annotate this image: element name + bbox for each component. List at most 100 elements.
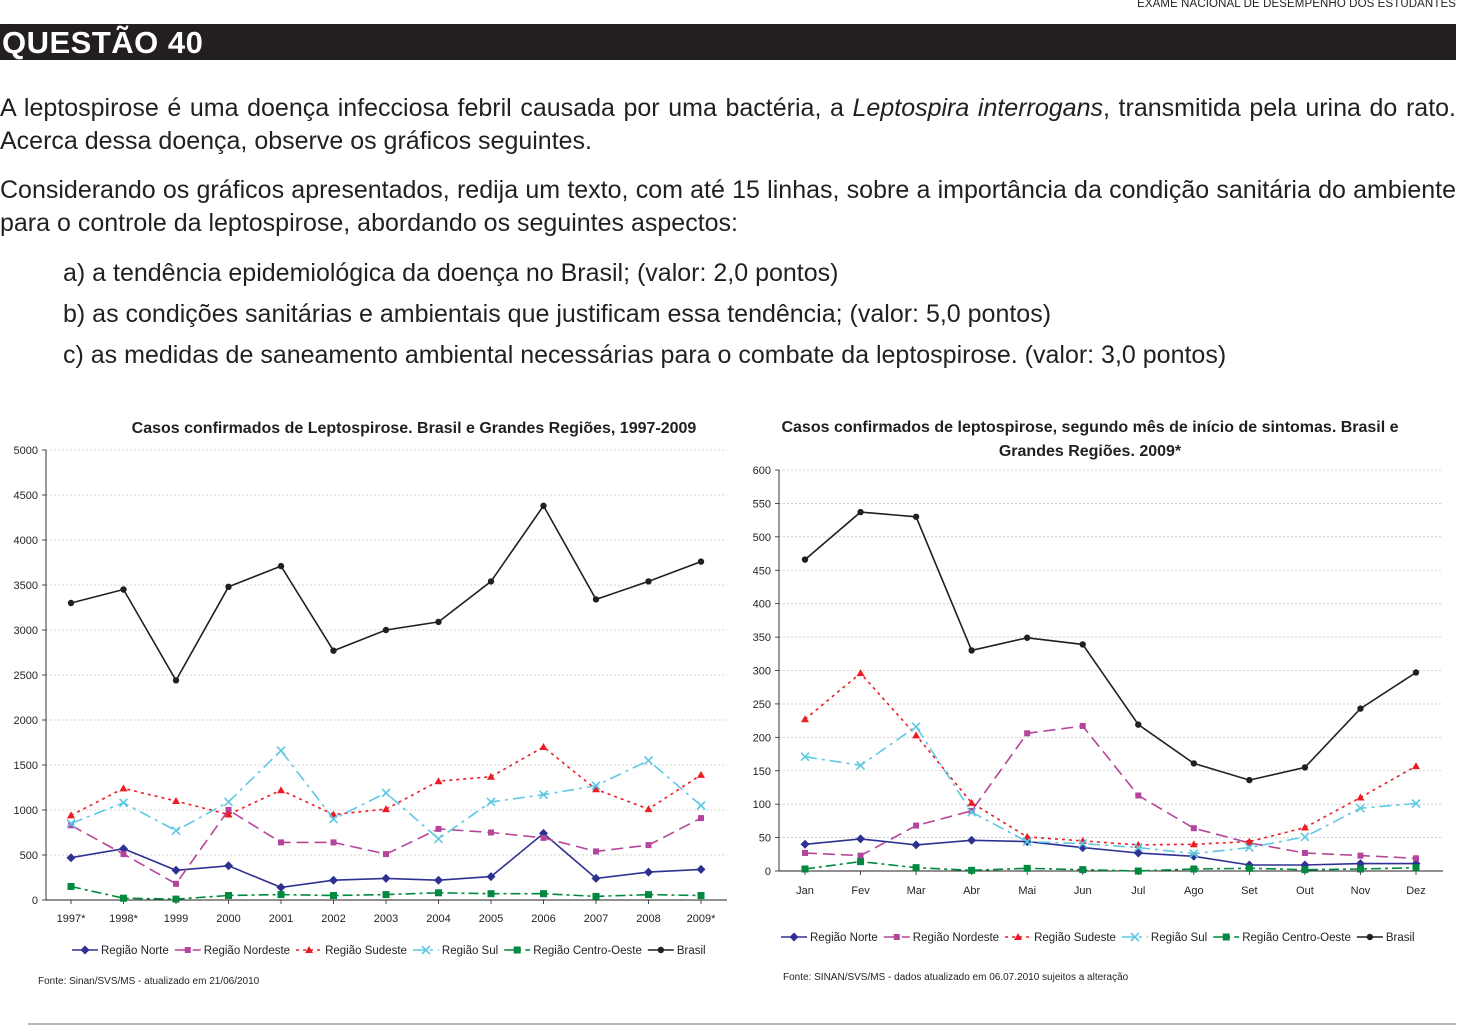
series-line	[804, 511, 1417, 781]
question-banner: QUESTÃO 40	[0, 24, 1456, 60]
legend-marker	[1014, 933, 1023, 940]
y-tick-label: 4500	[14, 490, 38, 502]
data-point	[1357, 705, 1364, 712]
intro-paragraph: A leptospirose é uma doença infecciosa f…	[0, 92, 1456, 158]
data-point	[120, 586, 127, 593]
chart-yearly-cases: Casos confirmados de Leptospirose. Brasi…	[14, 420, 727, 987]
data-point	[643, 755, 654, 766]
x-tick-label: Fev	[851, 885, 870, 897]
data-point	[1412, 762, 1420, 770]
chart-title: Casos confirmados de Leptospirose. Brasi…	[132, 420, 697, 437]
y-tick-label: 0	[765, 866, 771, 878]
legend-item-brasil: Brasil	[647, 945, 706, 957]
chart-source: Fonte: Sinan/SVS/MS - atualizado em 21/0…	[38, 976, 260, 987]
data-point	[539, 743, 548, 750]
data-point	[1135, 792, 1142, 799]
data-point	[173, 880, 179, 887]
chart-source: Fonte: SINAN/SVS/MS - dados atualizado e…	[783, 972, 1129, 983]
data-point	[857, 858, 865, 866]
series-brasil	[67, 502, 705, 684]
y-tick-label: 3500	[14, 580, 38, 592]
data-point	[172, 895, 180, 903]
x-tick-label: Nov	[1351, 885, 1371, 897]
data-point	[698, 815, 704, 822]
data-point	[382, 805, 390, 813]
data-point	[801, 715, 809, 723]
data-point	[488, 829, 494, 836]
data-point	[67, 599, 75, 607]
data-point	[223, 797, 234, 807]
data-point	[172, 677, 180, 684]
data-point	[1301, 849, 1308, 856]
y-tick-label: 0	[32, 895, 38, 907]
data-point	[1300, 823, 1309, 831]
x-tick-label: 1997*	[57, 913, 86, 925]
data-point	[593, 848, 599, 855]
y-tick-label: 2000	[14, 715, 38, 727]
data-point	[435, 825, 442, 832]
x-tick-label: Ago	[1184, 885, 1204, 897]
data-point	[855, 760, 866, 770]
x-tick-label: 2004	[426, 913, 450, 925]
x-tick-label: 2002	[321, 913, 345, 925]
data-point	[225, 892, 232, 899]
x-tick-label: Jun	[1074, 885, 1092, 897]
y-tick-label: 1500	[14, 760, 38, 772]
series-regiao-centro-oeste	[67, 883, 705, 903]
data-point	[1022, 837, 1032, 847]
data-point	[225, 583, 232, 590]
data-point	[1190, 825, 1197, 832]
data-point	[118, 798, 129, 808]
x-tick-label: Jan	[796, 885, 814, 897]
series-regiao-sudeste	[801, 669, 1420, 848]
data-point	[68, 822, 74, 829]
legend-item-regiao-nordeste: Região Nordeste	[883, 932, 999, 944]
data-point	[224, 861, 233, 871]
data-point	[968, 866, 976, 874]
data-point	[697, 558, 705, 565]
legend-marker	[513, 946, 521, 954]
exam-header: EXAME NACIONAL DE DESEMPENHO DOS ESTUDAN…	[1137, 0, 1456, 10]
data-point	[1134, 867, 1142, 875]
data-point	[592, 892, 600, 900]
x-tick-label: 2000	[216, 913, 240, 925]
legend-label: Região Nordeste	[204, 945, 290, 957]
data-point	[644, 805, 653, 813]
chart-legend: Região Norte Região Nordeste Região Sudest…	[72, 945, 706, 957]
data-point	[1190, 760, 1198, 767]
x-tick-label: 1999	[164, 913, 188, 925]
data-point	[591, 873, 601, 883]
data-point	[434, 875, 443, 885]
x-tick-label: Set	[1241, 885, 1258, 897]
series-regiao-centro-oeste	[801, 858, 1420, 875]
data-point	[172, 797, 180, 804]
intro-text: A leptospirose é uma doença infecciosa f…	[0, 94, 853, 122]
data-point	[383, 851, 389, 858]
y-tick-label: 50	[759, 833, 771, 845]
data-point	[225, 807, 232, 813]
data-point	[911, 722, 921, 732]
y-tick-label: 350	[753, 632, 771, 644]
data-point	[592, 596, 600, 603]
series-regiao-nordeste	[802, 722, 1419, 862]
legend-label: Região Norte	[101, 945, 169, 957]
data-point	[382, 891, 390, 899]
data-point	[487, 772, 495, 780]
legend-label: Brasil	[677, 945, 706, 957]
legend-marker	[893, 934, 900, 940]
series-line	[804, 672, 1417, 846]
y-tick-label: 500	[753, 532, 771, 544]
data-point	[1189, 849, 1199, 859]
data-point	[539, 828, 548, 838]
y-tick-label: 3000	[14, 625, 38, 637]
y-tick-label: 450	[753, 565, 771, 577]
x-tick-label: 2001	[269, 913, 293, 925]
series-regiao-norte	[66, 828, 706, 892]
legend-label: Região Norte	[810, 932, 878, 944]
data-point	[382, 626, 390, 634]
x-tick-label: 2007	[584, 913, 608, 925]
data-point	[486, 797, 496, 807]
legend-item-regiao-sudeste: Região Sudeste	[1005, 932, 1116, 944]
data-point	[591, 781, 601, 791]
legend-marker	[421, 945, 431, 955]
